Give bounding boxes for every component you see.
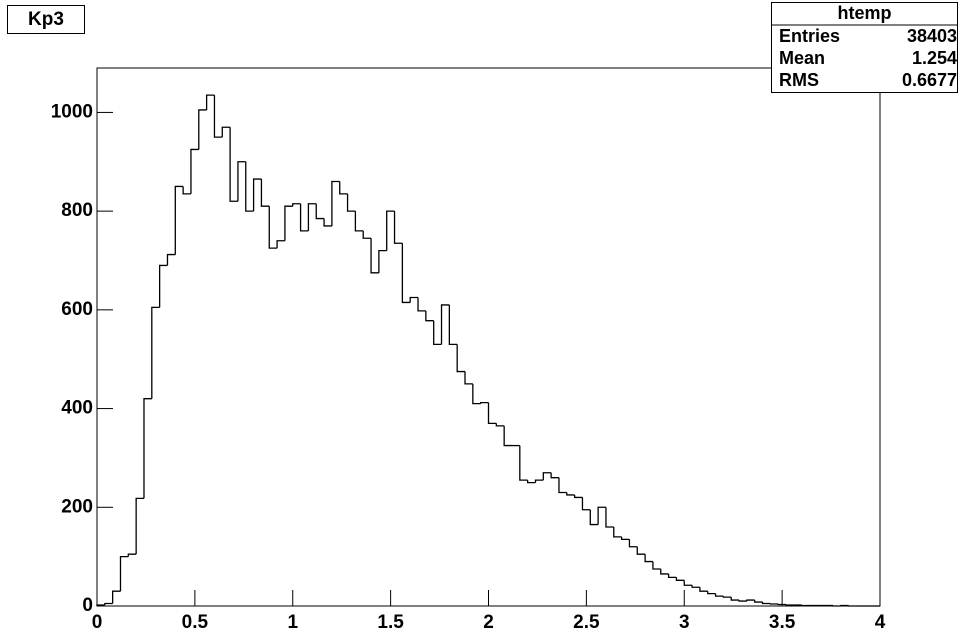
x-tick-label: 0.5	[182, 612, 209, 633]
stats-label: Mean	[779, 48, 825, 68]
y-tick-label: 800	[61, 200, 93, 221]
x-tick-label: 2	[483, 612, 494, 633]
stats-label: Entries	[779, 26, 840, 46]
x-tick-label: 3.5	[769, 612, 796, 633]
x-tick-label: 3	[679, 612, 690, 633]
x-tick-label: 2.5	[573, 612, 600, 633]
stats-label: RMS	[779, 70, 819, 90]
y-tick-label: 200	[61, 496, 93, 517]
stats-title: htemp	[838, 3, 892, 23]
chart-title: Kp3	[28, 9, 64, 30]
x-tick-label: 1	[287, 612, 298, 633]
stats-value: 1.254	[912, 48, 957, 68]
x-tick-label: 1.5	[377, 612, 404, 633]
y-tick-label: 1000	[51, 101, 93, 122]
stats-value: 38403	[907, 26, 957, 46]
stats-value: 0.6677	[902, 70, 957, 90]
x-tick-label: 0	[92, 612, 103, 633]
x-tick-label: 4	[875, 612, 886, 633]
y-tick-label: 600	[61, 299, 93, 320]
y-tick-label: 400	[61, 398, 93, 419]
